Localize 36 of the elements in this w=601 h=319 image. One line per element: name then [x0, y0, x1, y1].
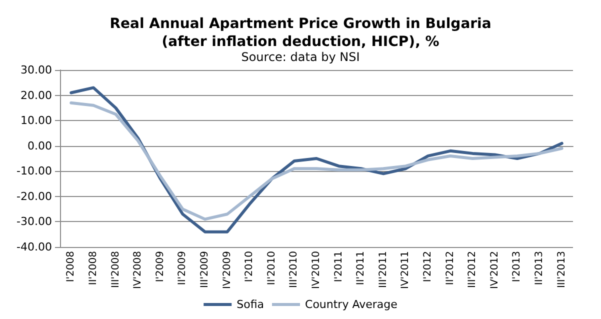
- y-tick-label: 0.00: [28, 139, 52, 152]
- y-tick-label: -10.00: [16, 164, 52, 178]
- x-tick-label: II'2008: [88, 251, 99, 286]
- x-tick-label: IV'2009: [222, 251, 233, 289]
- x-tick-label: I'2010: [244, 251, 256, 282]
- x-tick-label: IV'2012: [489, 251, 500, 289]
- x-tick-label: III'2011: [378, 251, 389, 288]
- x-tick-label: II'2013: [534, 251, 546, 286]
- y-tick-label: 10.00: [20, 114, 52, 128]
- x-tick-label: I'2013: [512, 251, 523, 282]
- chart-subtitle: Source: data by NSI: [241, 50, 360, 64]
- y-tick-label: -30.00: [16, 215, 52, 228]
- x-tick-label: II'2011: [356, 251, 367, 286]
- x-tick-label: III'2013: [556, 251, 568, 288]
- x-tick-label: II'2010: [266, 251, 278, 286]
- y-tick-label: -40.00: [16, 240, 52, 254]
- y-tick-label: 20.00: [20, 88, 52, 102]
- x-tick-label: IV'2008: [132, 251, 144, 289]
- x-tick-label: II'2012: [444, 251, 456, 286]
- x-tick-label: I'2008: [66, 251, 77, 282]
- chart-title: Real Annual Apartment Price Growth in Bulgaria (after inflation deduction, HICP), %: [110, 16, 492, 50]
- x-tick-label: I'2011: [333, 251, 344, 282]
- x-tick-label: III'2009: [199, 251, 210, 288]
- line-series: [70, 101, 564, 221]
- x-tick-label: III'2010: [288, 251, 300, 288]
- x-tick-label: II'2009: [177, 251, 188, 286]
- y-tick-label: 30.00: [20, 64, 52, 76]
- legend-label: Sofia: [236, 298, 264, 311]
- legend-label: Country Average: [305, 298, 398, 311]
- x-tick-label: I'2012: [422, 251, 434, 282]
- x-tick-label: I'2009: [154, 251, 166, 282]
- x-tick-label: IV'2010: [311, 251, 322, 289]
- x-tick-label: III'2012: [467, 251, 478, 288]
- x-tick-label: III'2008: [110, 251, 122, 288]
- y-tick-label: -20.00: [16, 190, 52, 203]
- x-tick-label: IV'2011: [400, 251, 412, 289]
